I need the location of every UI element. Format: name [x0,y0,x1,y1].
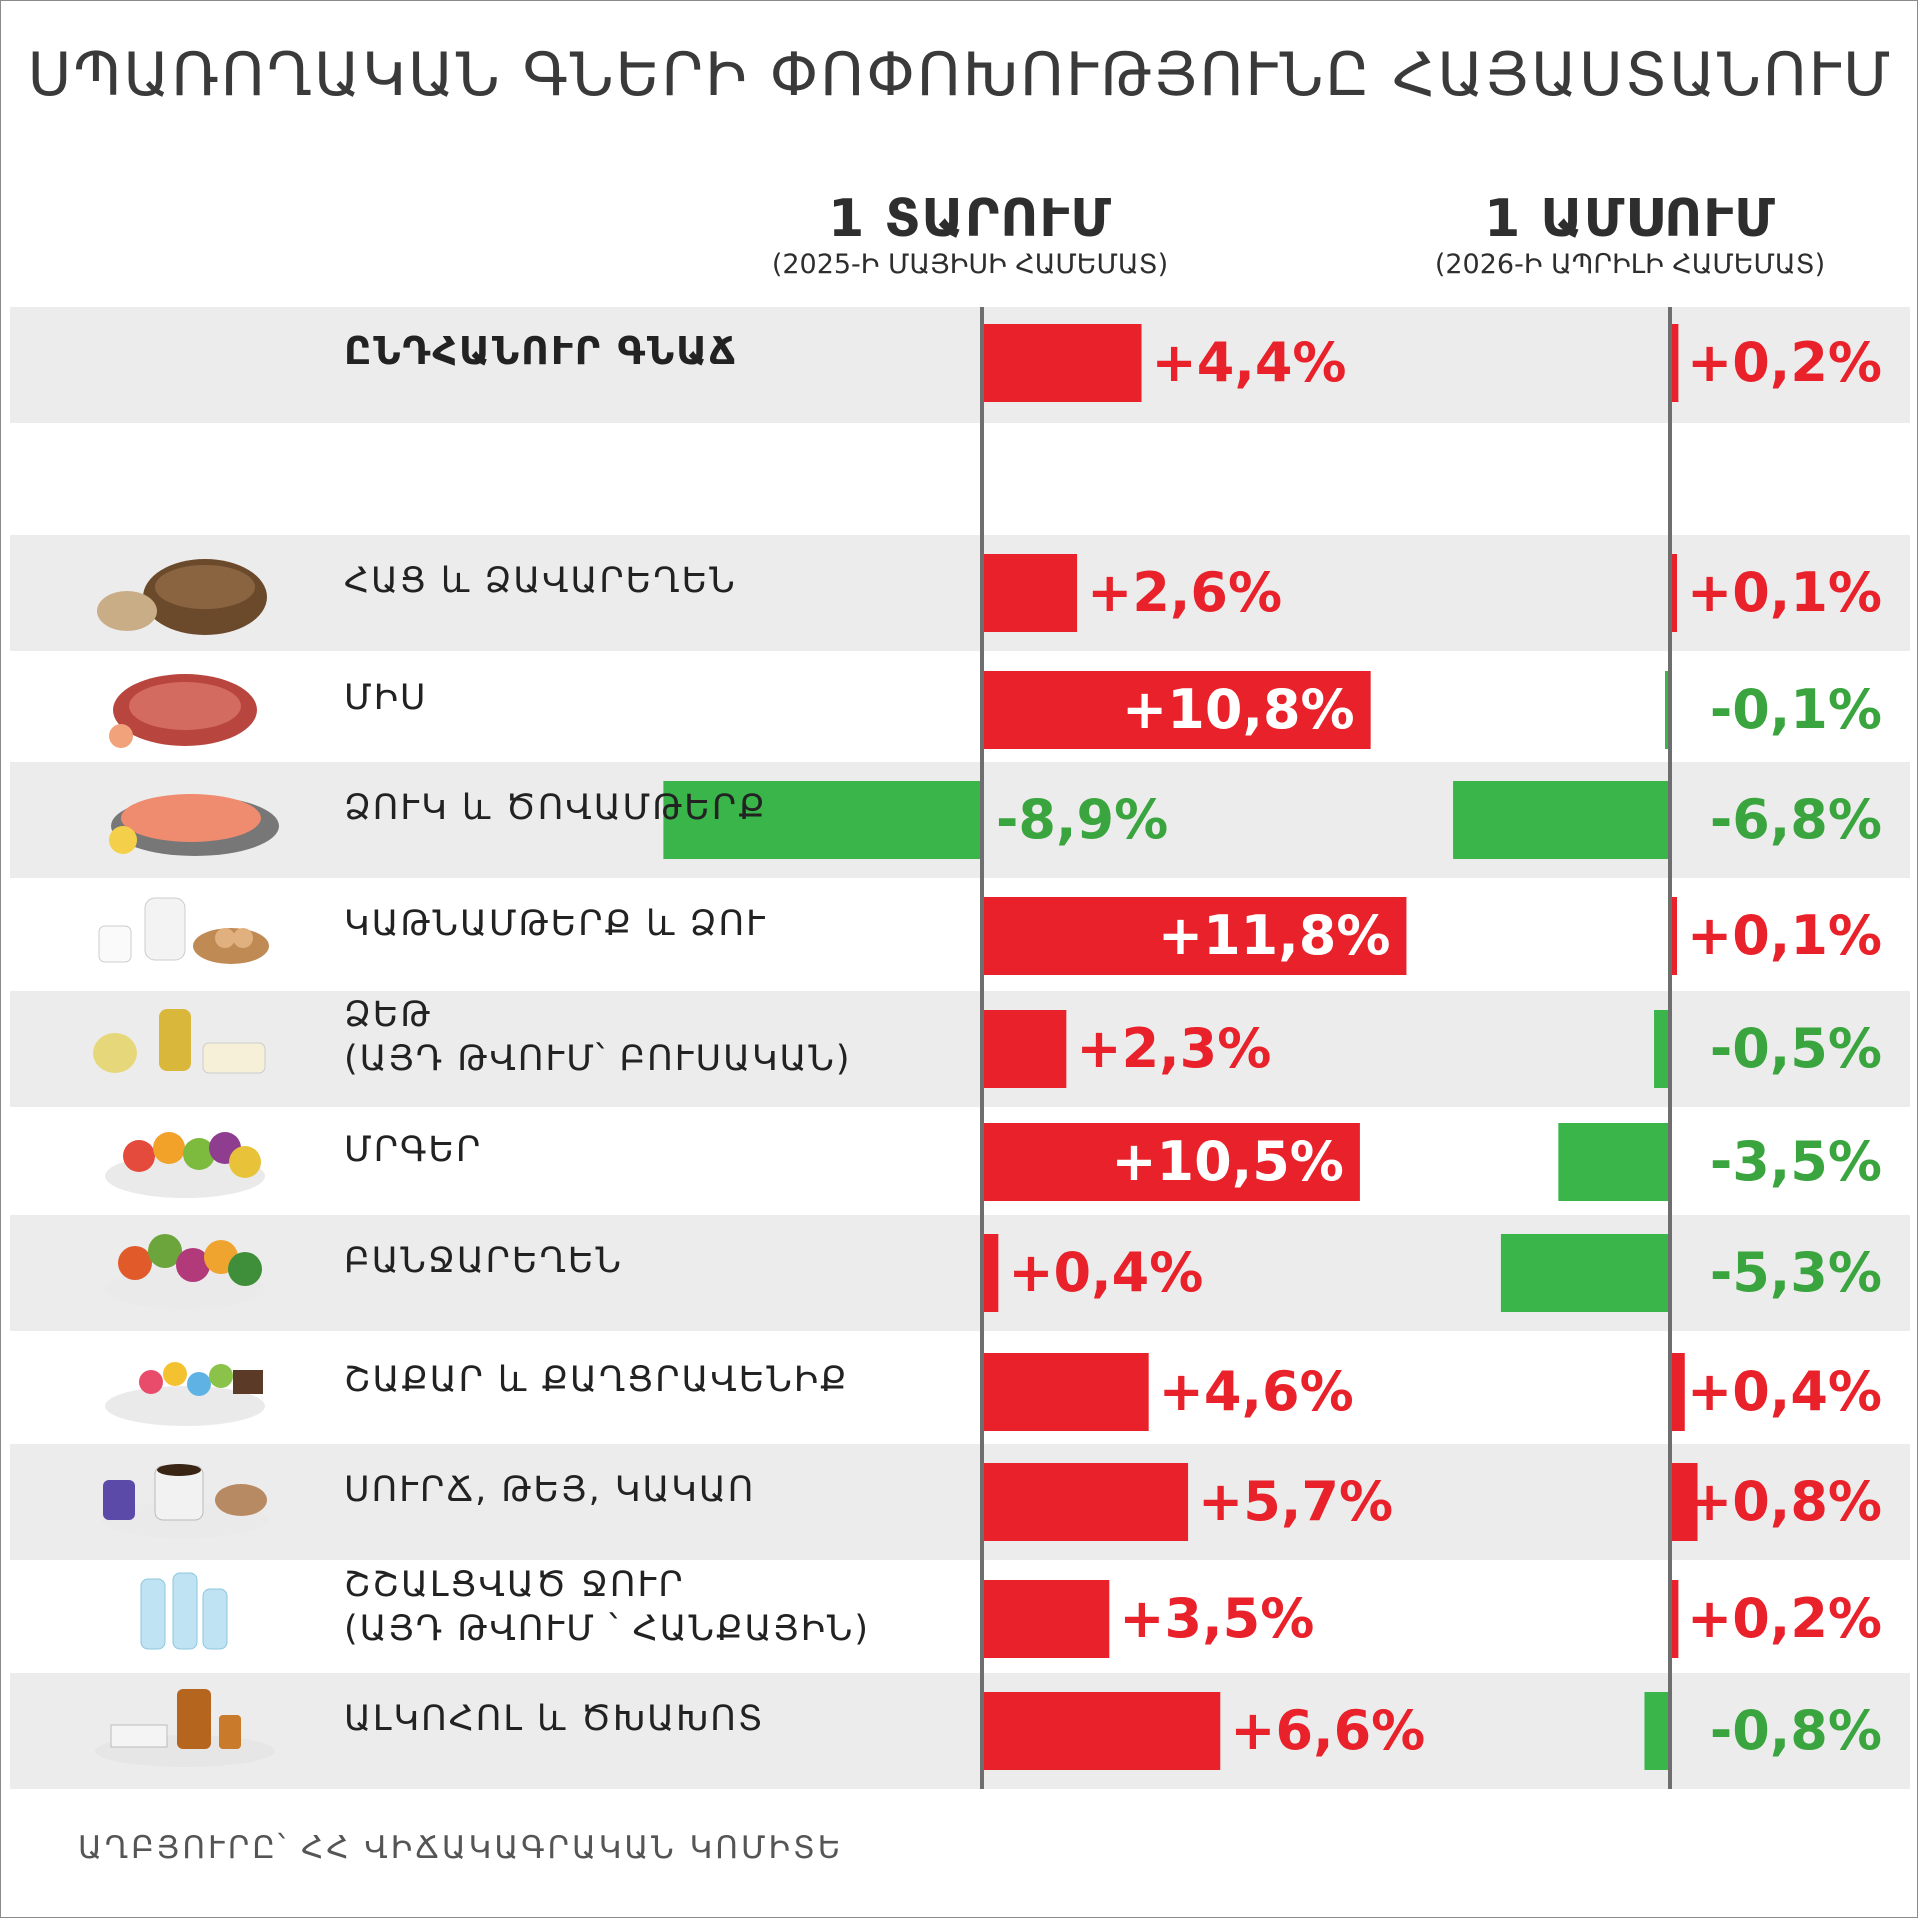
coffee-tea-icon [101,1464,269,1538]
year-bar [663,781,982,859]
year-bar [984,897,1407,975]
liquor-tobacco-icon [95,1689,275,1767]
month-value-label: +0,1% [1686,561,1882,624]
column-header-month: 1 ԱՄՍՈՒՄ (2026-Ի ԱՊՐԻԼԻ ՀԱՄԵՄԱՏ) [1380,190,1880,282]
fruit-icon [105,1132,265,1198]
column-header-year-title: 1 ՏԱՐՈՒՄ [828,189,1112,249]
month-bar [1672,324,1679,402]
year-value-label: +2,3% [1076,1017,1272,1080]
year-bar [984,1580,1110,1658]
category-label: ԿԱԹՆԱՄԹԵՐՔ և ՁՈՒ [344,904,767,944]
column-header-year: 1 ՏԱՐՈՒՄ (2025-Ի ՄԱՅԻՍԻ ՀԱՄԵՄԱՏ) [700,190,1240,282]
steak-icon [109,674,257,748]
month-bar [1672,1463,1698,1541]
month-value-label: +0,8% [1686,1470,1882,1533]
column-header-month-title: 1 ԱՄՍՈՒՄ [1484,189,1776,249]
year-value-label: +5,7% [1198,1470,1394,1533]
month-value-label: -5,3% [1709,1241,1882,1304]
dairy-eggs-icon [98,897,269,964]
month-value-label: -0,8% [1709,1699,1882,1762]
year-value-label: +10,8% [1122,678,1355,741]
row-band [10,535,1910,651]
oil-butter-icon [93,1009,266,1074]
page-title: ՍՊԱՌՈՂԱԿԱՆ ԳՆԵՐԻ ՓՈՓՈԽՈՒԹՅՈՒՆԸ ՀԱՅԱՍՏԱՆՈ… [27,40,1893,110]
year-bar [984,1692,1221,1770]
category-label: ՄՐԳԵՐ [344,1130,483,1170]
year-value-label: +10,5% [1111,1130,1344,1193]
month-bar [1672,897,1677,975]
month-bar [1644,1692,1670,1770]
source-note: ԱՂԲՅՈՒՐԸ՝ ՀՀ ՎԻՃԱԿԱԳՐԱԿԱՆ ԿՈՄԻՏԵ [78,1830,844,1866]
year-bar [984,671,1371,749]
month-bar [1654,1010,1670,1088]
category-label: ՁՈՒԿ և ԾՈՎԱՄԹԵՐՔ [344,788,767,828]
water-bottles-icon [140,1572,228,1650]
year-value-label: -8,9% [996,788,1169,851]
category-label: ՄԻՍ [344,678,428,718]
category-label: ՇԱՔԱՐ և ՔԱՂՑՐԱՎԵՆԻՔ [344,1360,849,1400]
bread-icon [97,559,267,635]
column-header-year-subtitle: (2025-Ի ՄԱՅԻՍԻ ՀԱՄԵՄԱՏ) [771,249,1169,280]
year-value-label: +0,4% [1008,1241,1204,1304]
month-value-label: +0,2% [1686,331,1882,394]
month-bar [1665,671,1670,749]
category-label: ԸՆԴՀԱՆՈՒՐ ԳՆԱՃ [344,329,738,373]
month-bar [1558,1123,1670,1201]
year-value-label: +2,6% [1087,561,1283,624]
month-value-label: +0,4% [1686,1360,1882,1423]
vegetables-icon [105,1234,265,1309]
category-label: ՁԵԹ (ԱՅԴ ԹՎՈՒՄ՝ ԲՈՒՍԱԿԱՆ) [344,995,852,1079]
column-header-month-subtitle: (2026-Ի ԱՊՐԻԼԻ ՀԱՄԵՄԱՏ) [1434,249,1826,280]
month-bar [1672,554,1677,632]
month-value-label: -6,8% [1709,788,1882,851]
year-value-label: +11,8% [1157,904,1391,967]
year-bar [984,554,1078,632]
month-bar [1672,1580,1679,1658]
year-value-label: +4,4% [1151,331,1347,394]
month-bar [1500,1234,1670,1312]
category-label: ՍՈՒՐՃ, ԹԵՅ, ԿԱԿԱՈ [344,1470,756,1510]
row-band [10,1444,1910,1560]
year-bar [984,1010,1067,1088]
category-label: ԱԼԿՈՀՈԼ և ԾԽԱԽՈՏ [344,1699,765,1739]
year-bar [984,324,1142,402]
category-label: ՇՇԱԼՑՎԱԾ ՋՈՒՐ (ԱՅԴ ԹՎՈՒՄ ՝ ՀԱՆՔԱՅԻՆ) [344,1565,871,1649]
year-bar [984,1123,1360,1201]
month-value-label: +0,1% [1686,904,1882,967]
month-bar [1672,1353,1685,1431]
year-value-label: +6,6% [1230,1699,1426,1762]
row-band [10,1673,1910,1789]
month-value-label: +0,2% [1686,1587,1882,1650]
month-value-label: -0,5% [1709,1017,1882,1080]
category-label: ԲԱՆՋԱՐԵՂԵՆ [344,1241,624,1281]
year-bar [984,1463,1189,1541]
year-bar [984,1353,1149,1431]
month-value-label: -3,5% [1709,1130,1882,1193]
month-bar [1453,781,1670,859]
category-label: ՀԱՑ և ՁԱՎԱՐԵՂԵՆ [344,561,737,601]
row-band [10,307,1910,423]
year-value-label: +3,5% [1119,1587,1315,1650]
year-value-label: +4,6% [1158,1360,1354,1423]
sweets-icon [105,1362,265,1426]
row-band [10,991,1910,1107]
salmon-icon [109,794,279,856]
month-value-label: -0,1% [1709,678,1882,741]
year-bar [984,1234,999,1312]
